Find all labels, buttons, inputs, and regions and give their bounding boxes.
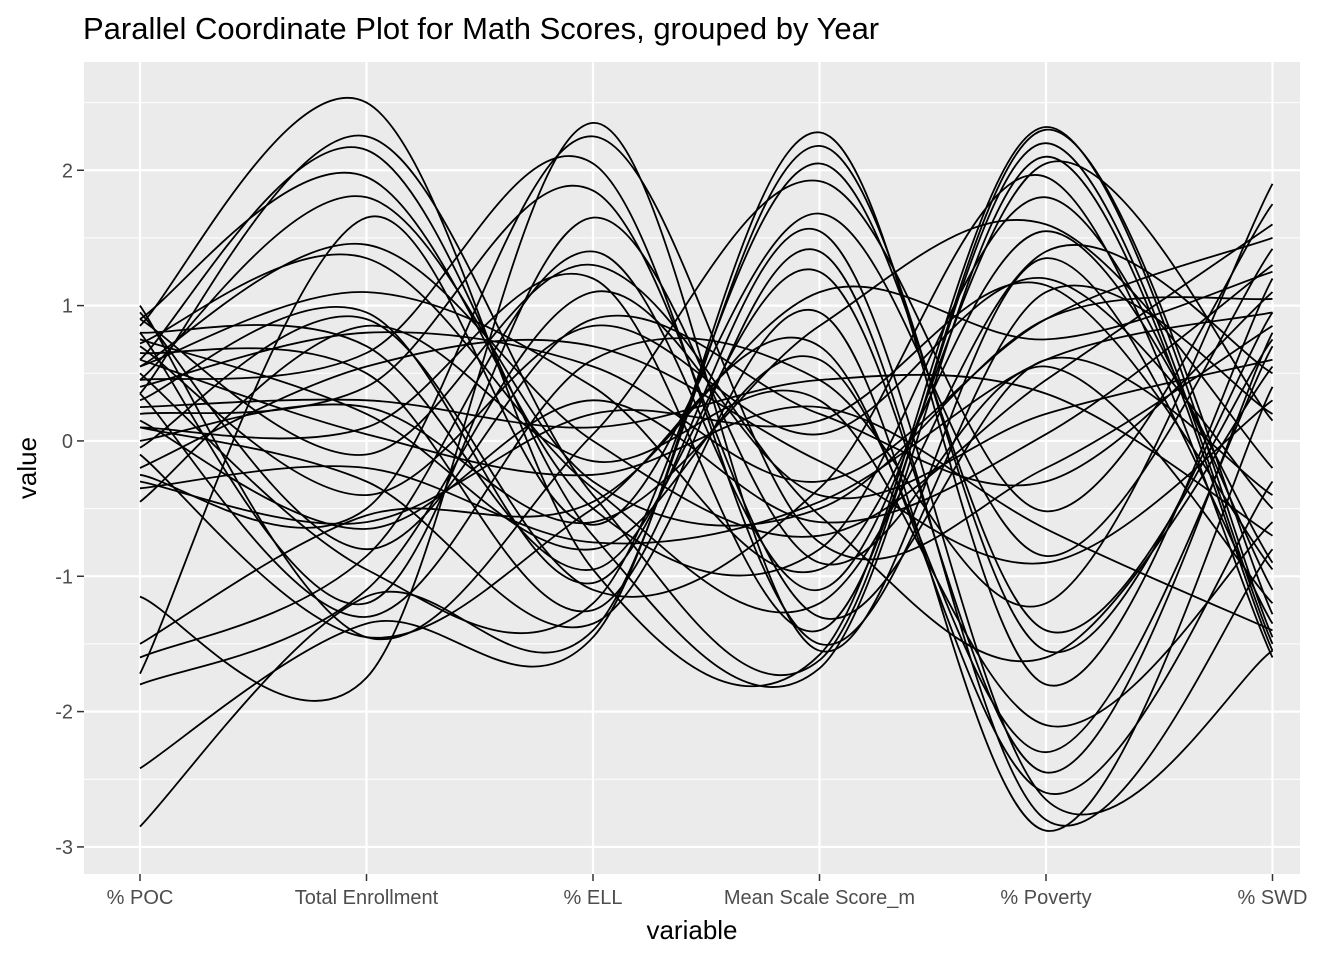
series-line-41 (139, 195, 1273, 527)
y-tick-label: 0 (62, 431, 73, 453)
series-line-18 (139, 162, 1274, 634)
x-tick-label: Mean Scale Score_m (724, 887, 915, 909)
series-line-4 (139, 146, 1274, 688)
series-line-39 (139, 268, 1274, 774)
series-line-36 (139, 223, 1274, 538)
series-line-2 (139, 97, 1274, 688)
x-axis-ticks: % POC Total Enrollment % ELL Mean Scale Sco… (107, 874, 1308, 909)
series-line-16 (139, 131, 1274, 770)
series-line-34 (139, 264, 1274, 663)
x-tick-label: % SWD (1238, 887, 1308, 909)
plot-panel (84, 62, 1300, 874)
series-line-21 (139, 308, 1274, 832)
series-line-7 (139, 243, 1273, 614)
series-line-33 (139, 219, 1274, 525)
series-line-1 (139, 179, 1274, 641)
series-line-12 (139, 135, 1273, 561)
series-line-38 (139, 183, 1274, 618)
series-line-30 (139, 338, 1274, 565)
series-line-13 (139, 216, 1274, 606)
series-line-23 (139, 338, 1274, 754)
series-line-27 (139, 311, 1273, 545)
y-tick-label: -2 (55, 702, 73, 724)
y-tick-label: 1 (62, 296, 73, 318)
series-line-31 (139, 277, 1274, 510)
series-line-20 (139, 248, 1274, 827)
y-axis-ticks: -3 -2 -1 0 1 2 (55, 160, 84, 859)
series-line-17 (139, 144, 1274, 828)
series-line-32 (139, 270, 1273, 645)
series-line-11 (139, 184, 1273, 620)
series-line-37 (139, 160, 1274, 659)
y-tick-label: -3 (55, 837, 73, 859)
chart-title: Parallel Coordinate Plot for Math Scores… (83, 11, 879, 46)
series-line-26 (139, 373, 1273, 537)
x-tick-label: Total Enrollment (295, 887, 439, 909)
series-line-19 (139, 227, 1273, 816)
series-line-29 (139, 358, 1273, 632)
series-line-22 (139, 336, 1274, 795)
series-line-14 (139, 290, 1273, 686)
series-line-25 (139, 237, 1273, 483)
x-axis-title: variable (646, 915, 737, 945)
x-tick-label: % Poverty (1000, 887, 1091, 909)
y-tick-label: 2 (62, 160, 73, 182)
series-lines (139, 97, 1274, 832)
y-tick-label: -1 (55, 566, 73, 588)
series-line-9 (139, 121, 1274, 702)
series-line-3 (139, 128, 1274, 676)
series-line-40 (139, 281, 1274, 571)
x-tick-label: % POC (107, 887, 174, 909)
x-tick-label: % ELL (564, 887, 623, 909)
series-line-42 (139, 142, 1274, 645)
y-axis-title: value (12, 437, 42, 499)
